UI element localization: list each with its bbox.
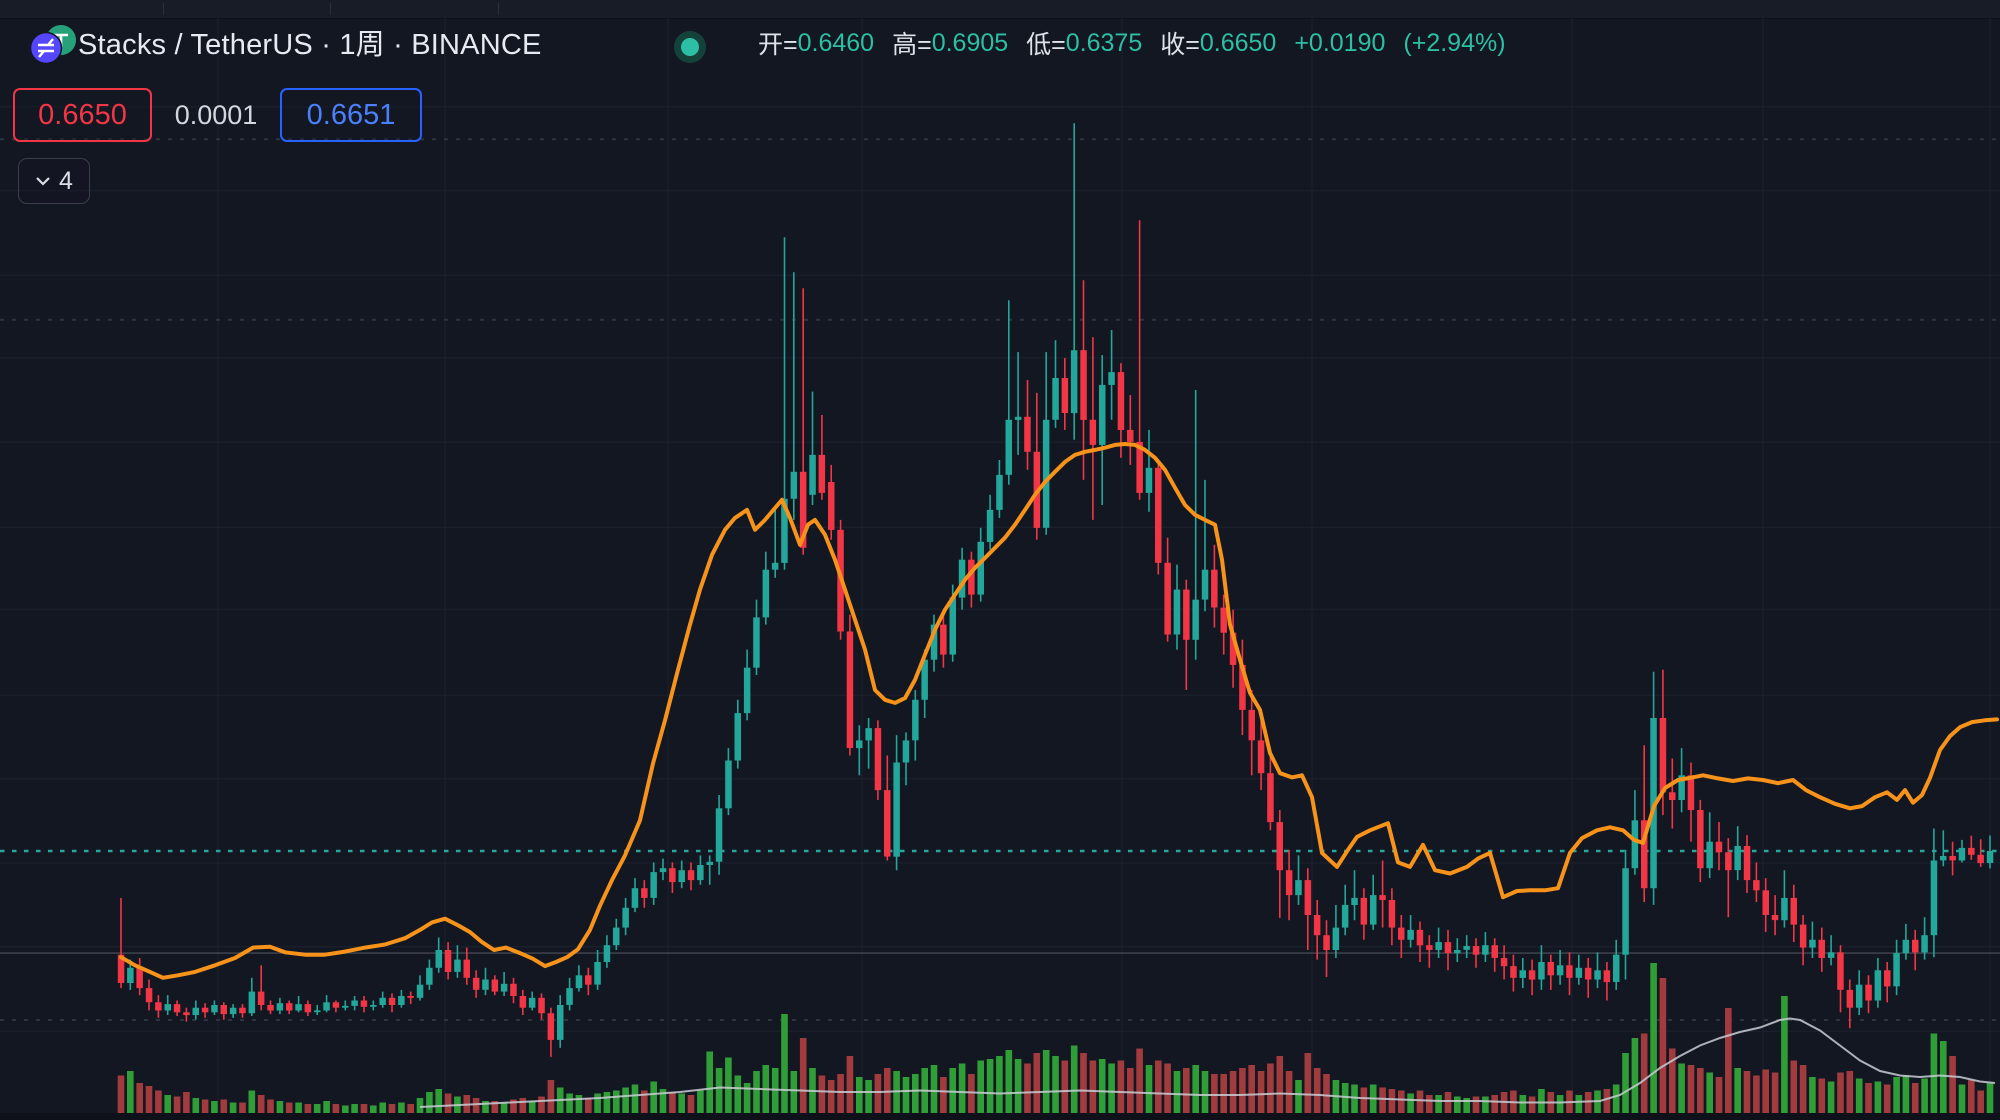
toolbar-separator bbox=[330, 3, 331, 15]
sell-button[interactable]: 0.6650 bbox=[13, 88, 152, 142]
ma-line-orange bbox=[119, 442, 1999, 980]
close-value: 0.6650 bbox=[1199, 28, 1277, 57]
market-status-icon[interactable] bbox=[674, 31, 706, 63]
symbol-logo bbox=[16, 20, 78, 64]
toolbar-separator bbox=[498, 3, 499, 15]
low-label: 低= bbox=[1026, 31, 1066, 59]
time-axis-strip bbox=[0, 1113, 2000, 1120]
volume-bars bbox=[117, 963, 1994, 1113]
buy-button[interactable]: 0.6651 bbox=[280, 88, 422, 142]
low-value: 0.6375 bbox=[1065, 28, 1143, 57]
spread-value: 0.0001 bbox=[174, 99, 258, 130]
chevron-down-icon bbox=[36, 177, 50, 186]
symbol-title[interactable]: Stacks / TetherUS · 1周 · BINANCE bbox=[78, 29, 542, 61]
toolbar-separator bbox=[163, 3, 164, 15]
top-toolbar-sliver bbox=[0, 0, 2000, 19]
change-value: +0.0190 bbox=[1294, 28, 1386, 57]
close-label: 收= bbox=[1160, 31, 1200, 59]
high-value: 0.6905 bbox=[931, 28, 1009, 57]
open-value: 0.6460 bbox=[797, 28, 875, 57]
legend-collapse-button[interactable]: 4 bbox=[18, 158, 90, 204]
stacks-logo-icon bbox=[29, 31, 63, 64]
candles-layer bbox=[117, 123, 1994, 1057]
volume-ma-line bbox=[419, 1017, 1996, 1108]
order-panel: 0.6650 0.0001 0.6651 bbox=[13, 88, 422, 142]
stacks-glyph-icon bbox=[38, 38, 54, 58]
ohlc-readout: 开= 0.6460 高= 0.6905 低= 0.6375 收= 0.6650 +0.0… bbox=[758, 26, 1506, 60]
change-percent: (+2.94%) bbox=[1403, 28, 1506, 57]
open-label: 开= bbox=[758, 31, 798, 59]
chart-canvas[interactable] bbox=[0, 18, 2000, 1120]
indicator-count: 4 bbox=[59, 166, 73, 195]
high-label: 高= bbox=[892, 31, 932, 59]
